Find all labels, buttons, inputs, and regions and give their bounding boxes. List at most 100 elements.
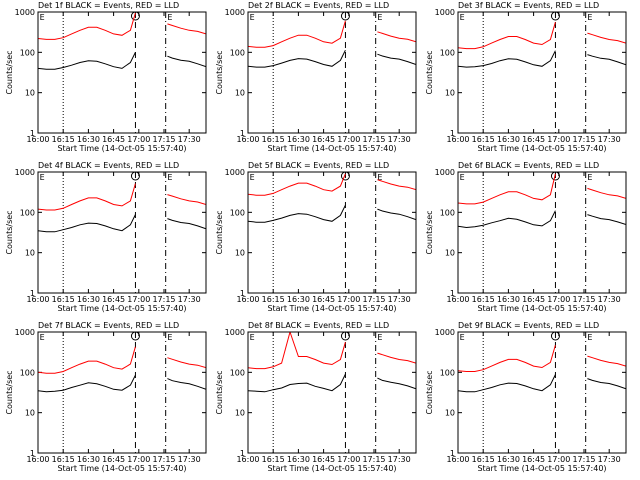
plot-frame: [457, 331, 627, 454]
x-tick-label: 16:30: [77, 455, 100, 464]
annotation: E: [167, 173, 172, 182]
x-tick-label: 16:00: [236, 135, 259, 144]
x-tick-label: 17:00: [547, 455, 570, 464]
series-line: [38, 183, 206, 211]
y-tick-label: 1000: [15, 168, 35, 177]
x-tick-label: 16:15: [52, 295, 75, 304]
y-tick-label: 1000: [15, 8, 35, 17]
plot-frame: [247, 331, 417, 454]
x-tick-label: 16:00: [26, 295, 49, 304]
series-line: [38, 52, 206, 70]
x-tick-label: 17:15: [362, 295, 385, 304]
annotation: E: [40, 333, 45, 342]
y-tick-label: 1000: [225, 8, 245, 17]
chart-title: Det 9f BLACK = Events, RED = LLD: [458, 321, 599, 330]
chart-title: Det 8f BLACK = Events, RED = LLD: [248, 321, 389, 330]
y-tick-label: 10: [235, 409, 245, 418]
x-tick-label: 16:45: [522, 455, 545, 464]
x-axis-label: Start Time (14-Oct-05 15:57:40): [267, 144, 396, 153]
x-tick-label: 17:30: [178, 455, 201, 464]
x-tick-label: 16:45: [102, 295, 125, 304]
series-line: [38, 214, 206, 233]
x-tick-label: 17:15: [152, 455, 175, 464]
y-tick-label: 1000: [435, 168, 455, 177]
annotation: E: [587, 13, 592, 22]
y-axis-label: Counts/sec: [5, 210, 14, 254]
x-tick-label: 16:45: [522, 135, 545, 144]
y-tick-label: 100: [230, 208, 245, 217]
x-tick-label: 17:30: [598, 135, 621, 144]
y-axis-label: Counts/sec: [5, 50, 14, 94]
x-tick-label: 16:30: [497, 295, 520, 304]
plot-frame: [457, 171, 627, 294]
x-tick-label: 16:30: [287, 295, 310, 304]
x-tick-label: 17:15: [572, 455, 595, 464]
x-axis-label: Start Time (14-Oct-05 15:57:40): [57, 144, 186, 153]
x-tick-label: 17:30: [178, 295, 201, 304]
chart-title: Det 6f BLACK = Events, RED = LLD: [458, 161, 599, 170]
annotation: E: [250, 173, 255, 182]
x-axis-label: Start Time (14-Oct-05 15:57:40): [57, 304, 186, 313]
y-tick-label: 100: [20, 208, 35, 217]
x-axis-label: Start Time (14-Oct-05 15:57:40): [57, 464, 186, 473]
plot-frame: [247, 171, 417, 294]
series-line: [248, 373, 416, 393]
x-tick-label: 17:15: [152, 295, 175, 304]
y-tick-label: 100: [20, 48, 35, 57]
x-tick-label: 17:15: [572, 295, 595, 304]
series-line: [248, 204, 416, 223]
annotation: E: [167, 333, 172, 342]
x-tick-label: 16:15: [262, 455, 285, 464]
annotation: E: [587, 173, 592, 182]
annotation: E: [40, 13, 45, 22]
series-line: [248, 173, 416, 196]
series-line: [458, 344, 626, 372]
y-axis-label: Counts/sec: [425, 50, 434, 94]
x-tick-label: 17:30: [388, 455, 411, 464]
y-tick-label: 1: [450, 289, 455, 298]
x-axis-label: Start Time (14-Oct-05 15:57:40): [267, 464, 396, 473]
x-axis-label: Start Time (14-Oct-05 15:57:40): [477, 144, 606, 153]
y-tick-label: 1: [30, 289, 35, 298]
y-tick-label: 1000: [435, 8, 455, 17]
x-tick-label: 17:15: [362, 135, 385, 144]
series-line: [458, 50, 626, 68]
x-tick-label: 16:00: [236, 295, 259, 304]
x-tick-label: 16:30: [287, 135, 310, 144]
x-axis-label: Start Time (14-Oct-05 15:57:40): [267, 304, 396, 313]
chart-panel: Det 6f BLACK = Events, RED = LLD Start Ti…: [425, 161, 627, 313]
x-tick-label: 16:00: [446, 455, 469, 464]
chart-title: Det 3f BLACK = Events, RED = LLD: [458, 1, 599, 10]
x-tick-label: 16:15: [52, 455, 75, 464]
y-tick-label: 1: [30, 129, 35, 138]
series-line: [38, 346, 206, 374]
y-tick-label: 10: [445, 409, 455, 418]
chart-title: Det 4f BLACK = Events, RED = LLD: [38, 161, 179, 170]
x-tick-label: 17:30: [178, 135, 201, 144]
annotation: E: [460, 173, 465, 182]
annotation: E: [460, 13, 465, 22]
x-tick-label: 17:00: [337, 135, 360, 144]
y-tick-label: 10: [235, 89, 245, 98]
x-tick-label: 16:45: [312, 295, 335, 304]
chart-panel: Det 1f BLACK = Events, RED = LLD Start Ti…: [5, 1, 207, 153]
series-line: [458, 173, 626, 205]
y-tick-label: 10: [445, 89, 455, 98]
x-tick-label: 16:45: [522, 295, 545, 304]
x-tick-label: 17:30: [388, 135, 411, 144]
y-tick-label: 100: [230, 48, 245, 57]
annotation: E: [587, 333, 592, 342]
chart-panel: Det 7f BLACK = Events, RED = LLD Start Ti…: [5, 321, 207, 473]
y-tick-label: 100: [230, 368, 245, 377]
y-tick-label: 1000: [225, 168, 245, 177]
y-tick-label: 100: [440, 48, 455, 57]
series-line: [458, 374, 626, 393]
annotation: E: [250, 333, 255, 342]
chart-title: Det 1f BLACK = Events, RED = LLD: [38, 1, 179, 10]
x-tick-label: 16:15: [472, 455, 495, 464]
x-tick-label: 16:15: [52, 135, 75, 144]
y-tick-label: 1: [30, 449, 35, 458]
y-tick-label: 10: [235, 249, 245, 258]
y-axis-label: Counts/sec: [215, 50, 224, 94]
